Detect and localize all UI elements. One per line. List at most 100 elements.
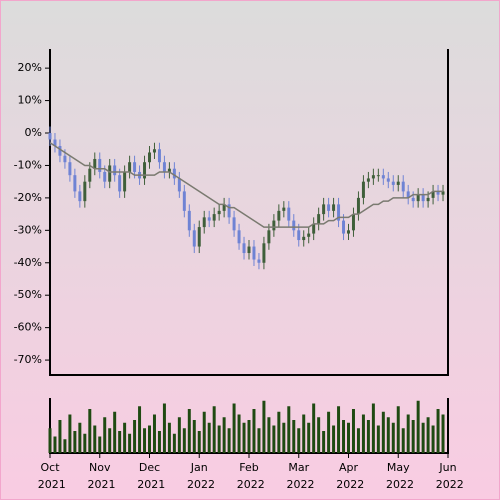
candle-body — [252, 246, 256, 260]
volume-bar — [58, 420, 62, 453]
candle-body — [381, 175, 385, 179]
volume-bar — [356, 428, 360, 453]
candle-body — [267, 230, 271, 244]
candle-body — [222, 204, 226, 211]
volume-bar — [406, 414, 410, 453]
candle-body — [118, 175, 122, 192]
volume-bar — [237, 414, 241, 453]
volume-bar — [411, 420, 415, 453]
candle-body — [128, 162, 132, 172]
volume-bar — [63, 439, 67, 453]
volume-bar — [386, 417, 390, 453]
volume-bar — [347, 422, 350, 453]
candle-body — [351, 214, 355, 231]
volume-bar — [337, 406, 341, 453]
volume-bar — [53, 436, 57, 453]
candle-body — [78, 191, 82, 202]
volume-bar — [366, 420, 370, 453]
candle-body — [207, 217, 211, 221]
volume-bar — [78, 422, 82, 453]
y-tick-label: 10% — [18, 94, 42, 107]
candle-body — [108, 165, 112, 182]
candle-body — [406, 191, 410, 198]
price-axes — [49, 49, 449, 376]
volume-bar — [138, 406, 142, 453]
volume-bar — [192, 420, 196, 453]
volume-bar — [128, 433, 132, 453]
candle-body — [347, 230, 350, 234]
moving-average-line — [49, 142, 444, 228]
candle-body — [247, 246, 251, 254]
x-tick-label: Feb 2022 — [233, 461, 265, 491]
candle-body — [202, 217, 206, 228]
volume-bar — [48, 428, 52, 453]
volume-bar — [148, 425, 151, 453]
candle-body — [232, 217, 236, 231]
candle-body — [177, 178, 181, 192]
candle-body — [371, 175, 375, 179]
volume-bar — [152, 414, 156, 453]
candle-body — [262, 243, 266, 263]
candle-body — [361, 181, 365, 198]
candle-body — [416, 194, 420, 202]
candle-body — [157, 149, 161, 163]
volume-bar — [421, 422, 425, 453]
candle-body — [297, 230, 301, 241]
candle-body — [113, 165, 117, 176]
volume-bar — [416, 400, 420, 453]
candle-body — [302, 236, 306, 241]
volume-bar — [351, 409, 355, 453]
candle-body — [133, 162, 137, 172]
volume-bar — [307, 422, 311, 453]
volume-bar — [436, 409, 440, 453]
candle-body — [217, 210, 221, 215]
volume-bar — [197, 431, 201, 453]
candle-body — [98, 158, 102, 172]
candle-body — [152, 149, 156, 153]
candle-body — [48, 133, 52, 140]
candle-body — [257, 259, 261, 263]
candle-body — [88, 168, 92, 182]
candle-body — [63, 155, 67, 163]
volume-bar — [172, 433, 176, 453]
volume-bar — [282, 422, 286, 453]
volume-bar — [262, 400, 266, 453]
volume-bar — [182, 428, 186, 453]
volume-bar — [167, 422, 171, 453]
volume-bar — [302, 414, 306, 453]
volume-bar — [312, 403, 316, 453]
volume-bar — [441, 414, 445, 453]
volume-bar — [212, 406, 216, 453]
candle-body — [287, 207, 291, 221]
volume-bar — [292, 420, 296, 453]
candle-body — [391, 181, 395, 185]
volume-bar — [162, 403, 166, 453]
candle-body — [197, 227, 201, 247]
volume-bar — [381, 411, 385, 453]
volume-bar — [426, 417, 430, 453]
candle-body — [401, 181, 405, 192]
candle-body — [317, 214, 321, 224]
candle-body — [83, 181, 87, 202]
candle-body — [212, 214, 216, 221]
x-tick-label: Jan 2022 — [184, 461, 216, 491]
candle-body — [312, 223, 316, 234]
volume-bar — [232, 403, 236, 453]
y-tick-label: -10% — [14, 158, 42, 171]
volume-bar — [187, 409, 191, 453]
x-tick-label: Nov 2021 — [84, 461, 116, 491]
volume-bar — [257, 428, 261, 453]
volume-bar — [297, 428, 301, 453]
volume-bar — [267, 417, 271, 453]
volume-bar — [217, 425, 221, 453]
candle-body — [426, 197, 430, 202]
candle-body — [227, 204, 231, 218]
y-tick-label: -20% — [14, 191, 42, 204]
volume-bar — [342, 420, 346, 453]
candle-body — [332, 204, 336, 211]
volume-bar — [93, 425, 97, 453]
volume-bar — [108, 428, 112, 453]
candle-body — [182, 191, 186, 211]
